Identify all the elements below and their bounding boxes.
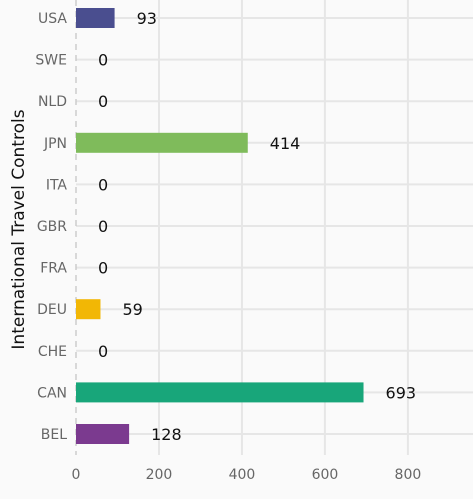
bars	[76, 8, 364, 444]
value-label-ita: 0	[98, 175, 108, 194]
y-tick-label-che: CHE	[38, 344, 67, 360]
y-tick-label-nld: NLD	[38, 94, 67, 110]
value-label-swe: 0	[98, 51, 108, 70]
bar-usa	[76, 8, 115, 28]
value-label-deu: 59	[122, 300, 142, 319]
x-tick-label: 400	[229, 467, 256, 483]
bar-jpn	[76, 132, 248, 153]
value-label-can: 693	[386, 383, 417, 402]
x-tick-label: 800	[395, 467, 422, 483]
y-tick-label-bel: BEL	[41, 427, 67, 443]
x-tick-label: 200	[146, 467, 173, 483]
bar-bel	[76, 424, 130, 444]
y-tick-label-gbr: GBR	[37, 219, 67, 235]
value-label-jpn: 414	[270, 134, 301, 153]
value-label-nld: 0	[98, 92, 108, 111]
y-tick-label-jpn: JPN	[43, 136, 67, 152]
y-tick-label-fra: FRA	[40, 261, 67, 277]
x-tick-labels: 0 200 400 600 800	[72, 467, 422, 483]
value-label-bel: 128	[151, 425, 182, 444]
y-tick-labels: USA SWE NLD JPN ITA GBR FRA DEU CHE CAN BEL	[35, 11, 67, 443]
y-axis-title: International Travel Controls	[9, 109, 29, 349]
y-tick-label-ita: ITA	[46, 177, 68, 193]
bar-can	[76, 382, 364, 403]
value-labels: 93 0 0 414 0 0 0 59 0 693 128	[98, 9, 416, 444]
y-tick-label-can: CAN	[37, 385, 67, 401]
x-tick-label: 0	[72, 467, 81, 483]
x-tick-label: 600	[312, 467, 339, 483]
y-tick-label-swe: SWE	[35, 53, 67, 69]
value-label-usa: 93	[137, 9, 157, 28]
bar-deu	[76, 299, 101, 320]
value-label-fra: 0	[98, 259, 108, 278]
y-tick-label-deu: DEU	[37, 302, 67, 318]
value-label-che: 0	[98, 342, 108, 361]
value-label-gbr: 0	[98, 217, 108, 236]
y-tick-label-usa: USA	[38, 11, 67, 27]
